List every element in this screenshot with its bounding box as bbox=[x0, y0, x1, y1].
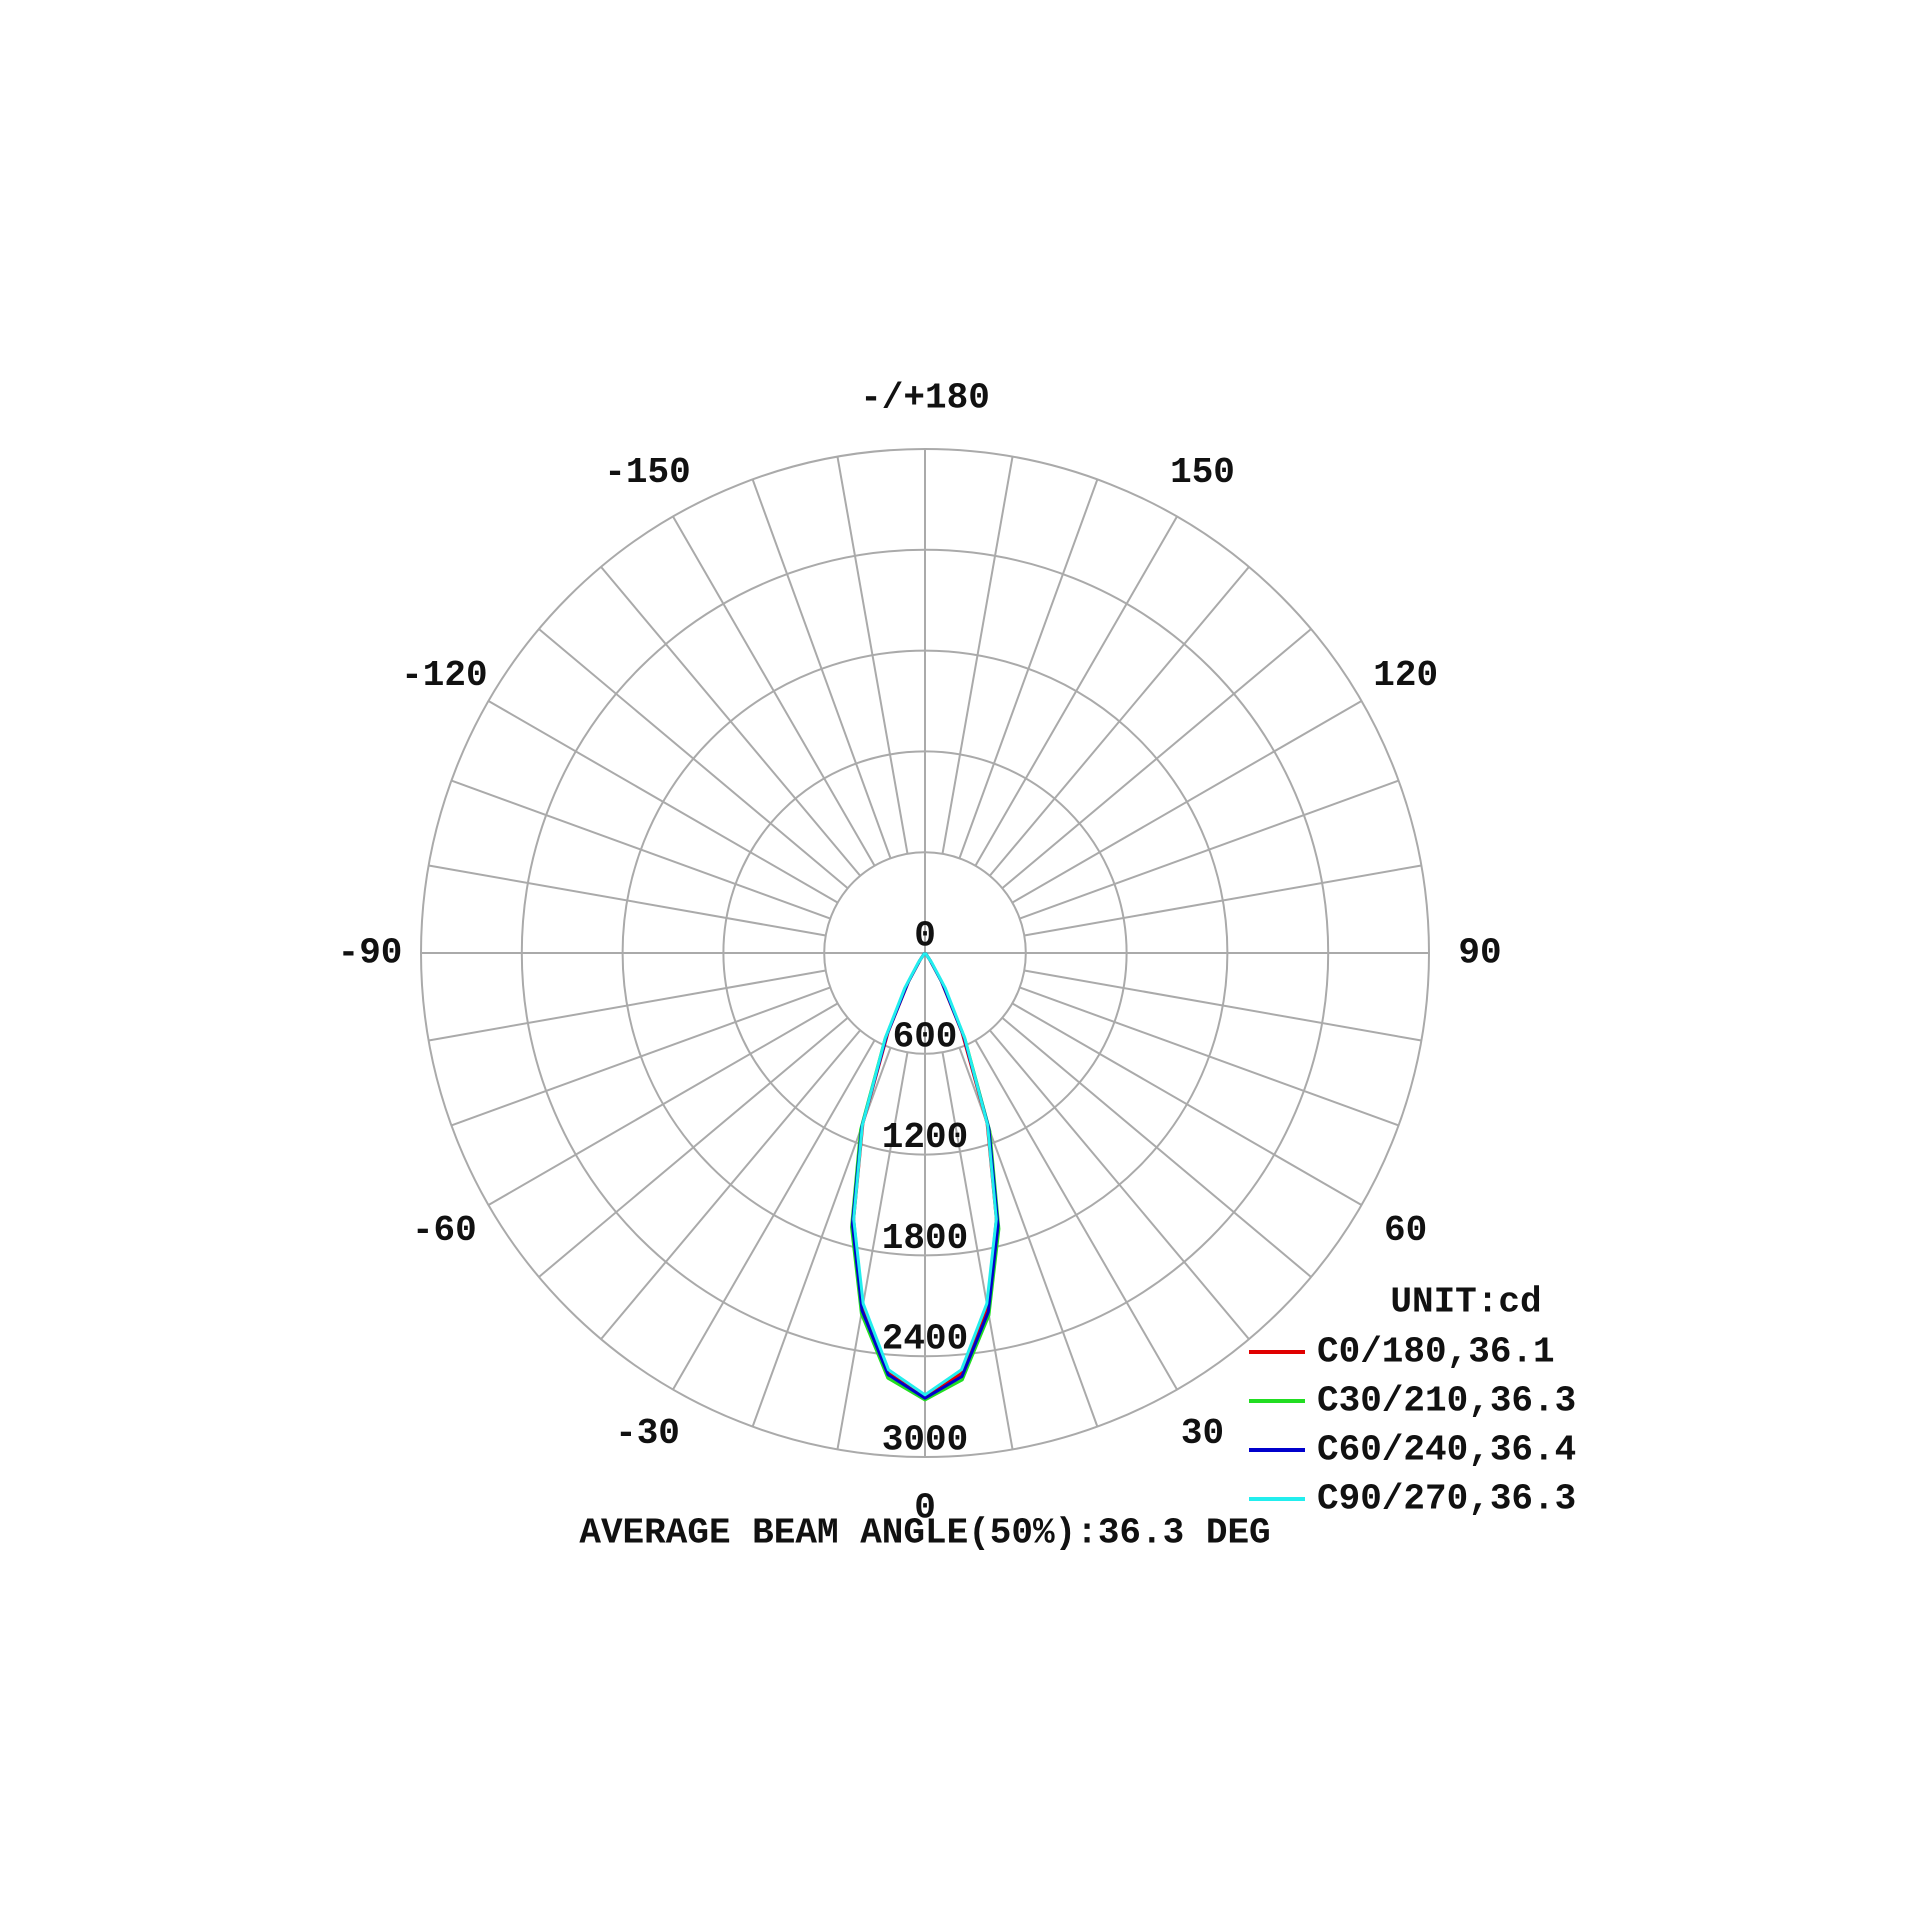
radial-tick-label: 0 bbox=[914, 916, 936, 957]
ring-grid-line bbox=[420, 448, 1430, 1458]
angle-tick-label: -120 bbox=[401, 655, 487, 696]
angle-tick-label: -60 bbox=[412, 1210, 477, 1251]
ring-grid-line bbox=[621, 649, 1229, 1257]
radial-tick-label: 3000 bbox=[882, 1420, 968, 1461]
radial-tick-label: 1200 bbox=[882, 1117, 968, 1158]
angle-tick-label: -/+180 bbox=[860, 378, 990, 419]
legend-label: C0/180,36.1 bbox=[1317, 1332, 1555, 1373]
footer: AVERAGE BEAM ANGLE(50%):36.3 DEG bbox=[579, 1513, 1270, 1554]
legend-label: C60/240,36.4 bbox=[1317, 1430, 1576, 1471]
angle-tick-label: 90 bbox=[1458, 933, 1501, 974]
angle-tick-label: -30 bbox=[615, 1413, 680, 1454]
angle-tick-label: -150 bbox=[604, 452, 690, 493]
angle-tick-label: 150 bbox=[1170, 452, 1235, 493]
ring-grid-line bbox=[520, 548, 1330, 1358]
radial-tick-label: 600 bbox=[893, 1016, 958, 1057]
legend-title: UNIT:cd bbox=[1390, 1282, 1541, 1323]
ring-grid-line bbox=[722, 750, 1128, 1156]
angle-tick-label: 0 bbox=[914, 1488, 936, 1529]
angle-tick-label: -90 bbox=[338, 933, 403, 974]
angle-tick-label: 60 bbox=[1384, 1210, 1427, 1251]
radial-tick-label: 2400 bbox=[882, 1319, 968, 1360]
angle-tick-label: 30 bbox=[1181, 1413, 1224, 1454]
angle-tick-label: 120 bbox=[1373, 655, 1438, 696]
radial-tick-label: 1800 bbox=[882, 1218, 968, 1259]
legend-label: C90/270,36.3 bbox=[1317, 1479, 1576, 1520]
ring-grid-line bbox=[823, 851, 1027, 1055]
legend-label: C30/210,36.3 bbox=[1317, 1381, 1576, 1422]
intensity-curve bbox=[852, 952, 998, 1397]
